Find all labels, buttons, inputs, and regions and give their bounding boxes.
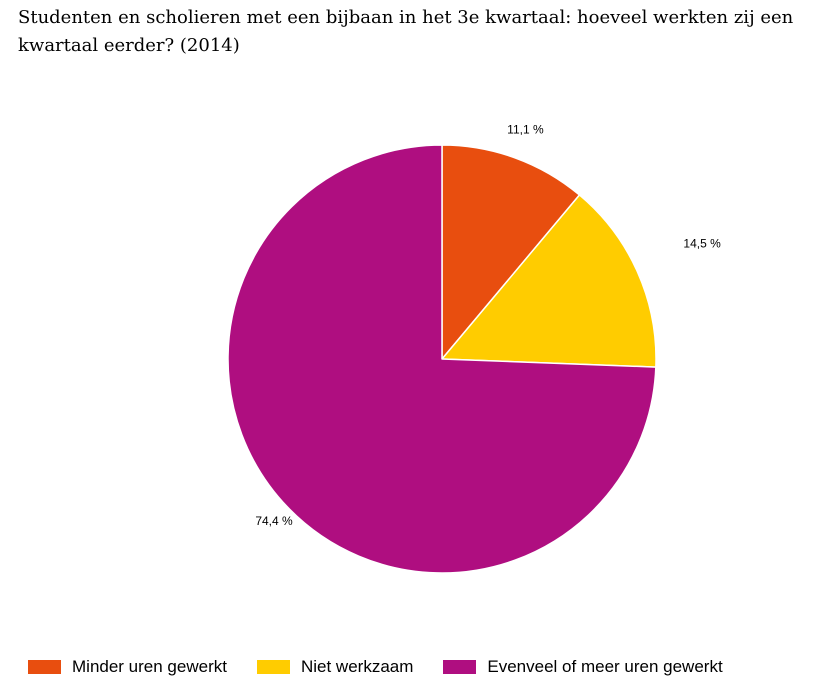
legend-swatch-minder-uren	[28, 660, 61, 674]
pie-slices	[227, 144, 657, 574]
data-label-niet-werkzaam: 14,5 %	[683, 237, 721, 251]
pie-labels: 11,1 % 14,5 % 74,4 %	[255, 123, 721, 528]
pie-slice-minder-uren	[441, 144, 581, 360]
pie-slice-niet-werkzaam	[441, 194, 657, 368]
legend-label-niet-werkzaam: Niet werkzaam	[300, 657, 414, 676]
legend-item-niet-werkzaam: Niet werkzaam	[256, 657, 414, 677]
pie-chart: 11,1 % 14,5 % 74,4 %	[227, 123, 721, 574]
data-label-minder-uren: 11,1 %	[507, 123, 544, 137]
legend-item-evenveel-meer: Evenveel of meer uren gewerkt	[443, 657, 723, 677]
data-label-evenveel-meer: 74,4 %	[255, 514, 293, 528]
legend: Minder uren gewerkt Niet werkzaam Evenve…	[28, 652, 753, 682]
pie-slice-evenveel-meer	[227, 144, 657, 574]
legend-label-minder-uren: Minder uren gewerkt	[72, 657, 227, 676]
legend-swatch-niet-werkzaam	[256, 660, 290, 674]
legend-swatch-evenveel-meer	[443, 660, 477, 674]
legend-label-evenveel-meer: Evenveel of meer uren gewerkt	[487, 657, 723, 676]
legend-item-minder-uren: Minder uren gewerkt	[28, 657, 227, 677]
chart-title: Studenten en scholieren met een bijbaan …	[18, 7, 794, 56]
